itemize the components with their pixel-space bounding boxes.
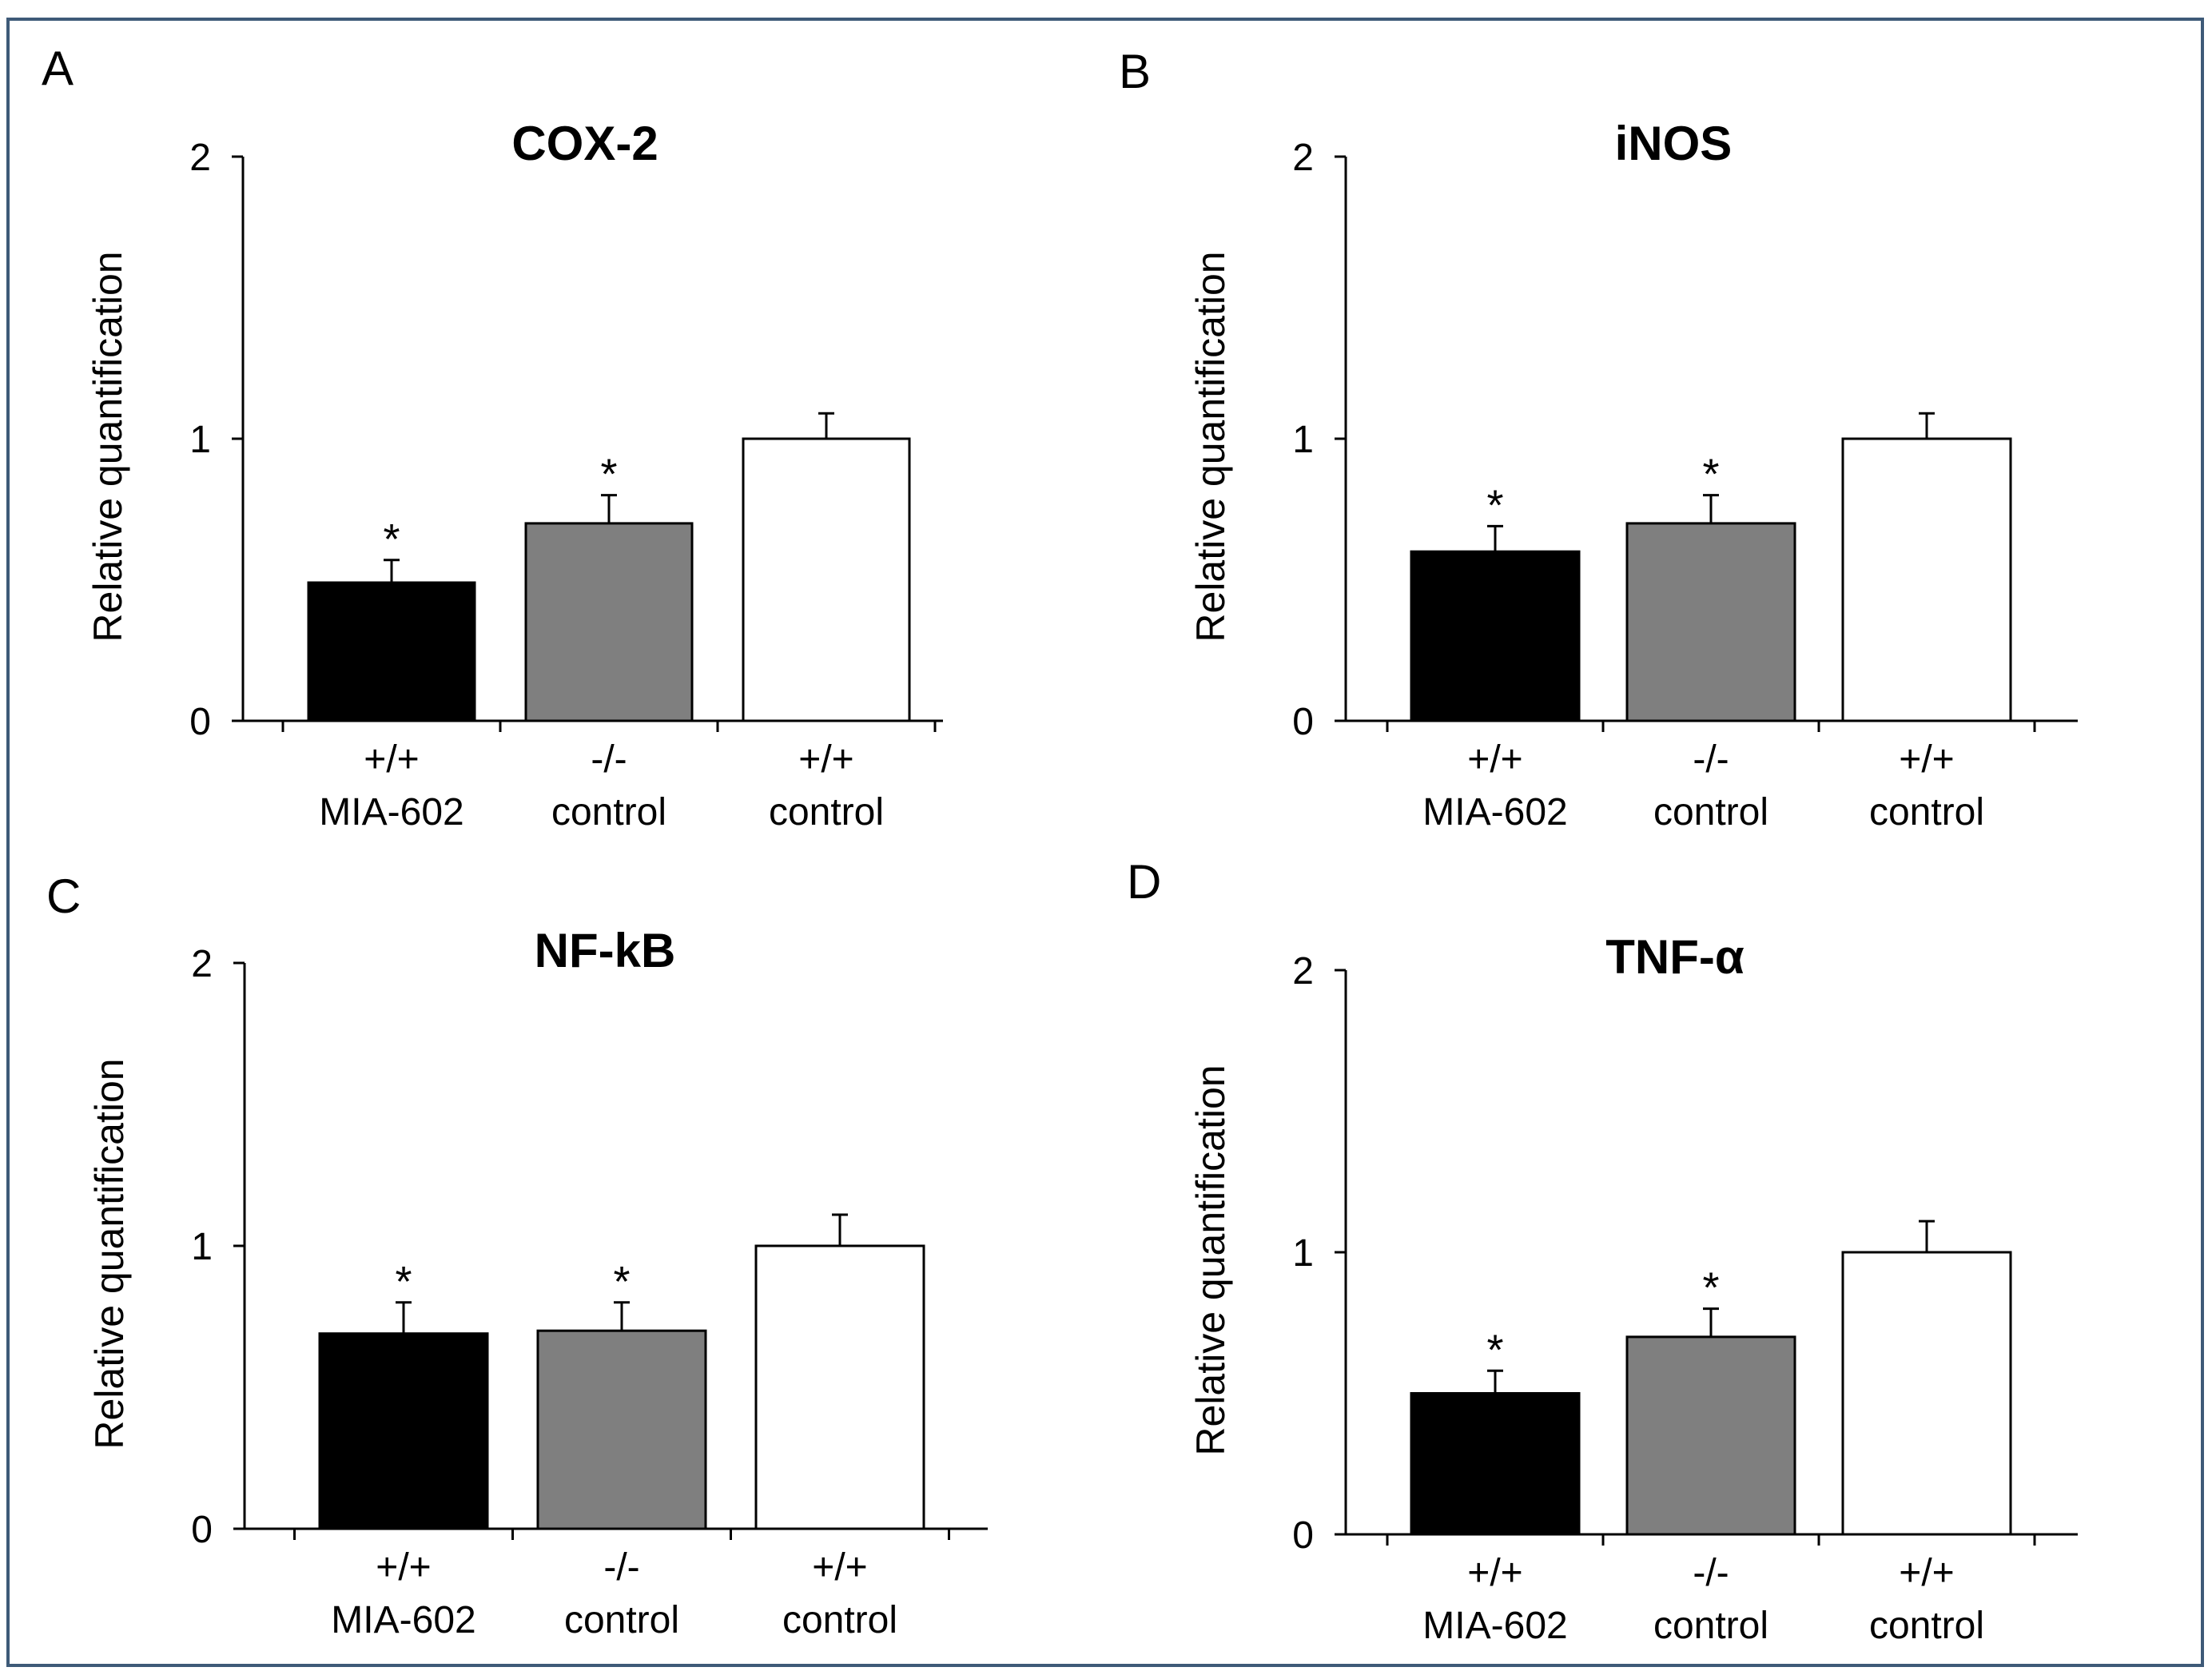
- y-axis-label: Relative quantification: [1188, 251, 1233, 642]
- bar: [1410, 550, 1581, 722]
- x-tick-label: +/+: [364, 738, 419, 781]
- x-tick-label: -/-: [603, 1546, 639, 1589]
- x-tick-label: +/+: [376, 1546, 431, 1589]
- x-tick-label: +/+: [1467, 1552, 1522, 1594]
- y-tick-label: 0: [1292, 1514, 1314, 1557]
- x-tick-label: control: [1653, 1605, 1768, 1647]
- y-tick-label: 0: [1292, 701, 1314, 743]
- significance-marker: *: [1486, 481, 1503, 529]
- x-tick-label: control: [551, 791, 666, 834]
- significance-marker: *: [613, 1258, 630, 1306]
- x-tick-label: +/+: [798, 738, 853, 781]
- x-tick-label: +/+: [1899, 1552, 1954, 1594]
- y-tick-label: 2: [1292, 137, 1314, 179]
- x-tick-label: -/-: [591, 738, 627, 781]
- y-tick-label: 2: [191, 943, 213, 985]
- x-tick-label: +/+: [812, 1546, 867, 1589]
- x-tick-label: +/+: [1899, 738, 1954, 781]
- y-axis-label: Relative quantification: [86, 251, 130, 642]
- panel-letter: C: [46, 869, 81, 923]
- y-tick-label: 1: [1292, 419, 1314, 461]
- x-tick-label: control: [782, 1599, 897, 1641]
- bar: [307, 581, 476, 722]
- x-tick-label: MIA-602: [1422, 1605, 1567, 1647]
- significance-marker: *: [1702, 1264, 1719, 1312]
- chart-panel-d: D TNF-α 0 1 2 Relative quantification * +/+ MIA-…: [1127, 855, 2078, 1647]
- x-tick-label: -/-: [1693, 1552, 1729, 1594]
- significance-marker: *: [1486, 1326, 1503, 1374]
- chart-panel-c: C NF-kB 0 1 2 Relative quantification * +/+ MIA-…: [46, 869, 988, 1641]
- panel-letter: B: [1119, 45, 1151, 98]
- y-tick-label: 1: [189, 419, 211, 461]
- x-tick-label: MIA-602: [319, 791, 463, 834]
- x-tick-label: MIA-602: [331, 1599, 475, 1641]
- chart-panel-a: A COX-2 0 1 2 Relative quantification * +/+ MIA-…: [42, 42, 943, 834]
- significance-marker: *: [1702, 451, 1719, 499]
- bar: [1625, 1335, 1796, 1536]
- significance-marker: *: [395, 1258, 412, 1306]
- y-tick-label: 0: [189, 701, 211, 743]
- x-tick-label: control: [1869, 791, 1984, 834]
- chart-title: COX-2: [511, 117, 658, 170]
- panel-letter: D: [1127, 855, 1161, 909]
- bar: [524, 522, 694, 722]
- x-tick-label: control: [1653, 791, 1768, 834]
- y-tick-label: 0: [191, 1509, 213, 1551]
- significance-marker: *: [383, 515, 400, 563]
- bar: [1841, 1251, 2012, 1536]
- y-tick-label: 1: [1292, 1232, 1314, 1275]
- x-tick-label: control: [1869, 1605, 1984, 1647]
- bar: [742, 437, 911, 722]
- x-tick-label: control: [769, 791, 884, 834]
- bar: [1410, 1392, 1581, 1536]
- chart-title: TNF-α: [1605, 930, 1745, 984]
- y-tick-label: 2: [189, 137, 211, 179]
- bar: [1841, 437, 2012, 722]
- significance-marker: *: [600, 451, 617, 499]
- panel-letter: A: [42, 42, 74, 95]
- bar: [536, 1329, 707, 1530]
- y-axis-label: Relative quantification: [1188, 1064, 1233, 1455]
- bar: [1625, 522, 1796, 722]
- x-tick-label: -/-: [1693, 738, 1729, 781]
- chart-title: iNOS: [1615, 117, 1733, 170]
- x-tick-label: control: [564, 1599, 679, 1641]
- y-tick-label: 2: [1292, 950, 1314, 993]
- x-tick-label: MIA-602: [1422, 791, 1567, 834]
- bar: [318, 1332, 489, 1530]
- x-tick-label: +/+: [1467, 738, 1522, 781]
- y-axis-label: Relative quantification: [87, 1058, 132, 1449]
- y-tick-label: 1: [191, 1226, 213, 1268]
- bar: [754, 1244, 925, 1530]
- chart-title: NF-kB: [535, 924, 676, 977]
